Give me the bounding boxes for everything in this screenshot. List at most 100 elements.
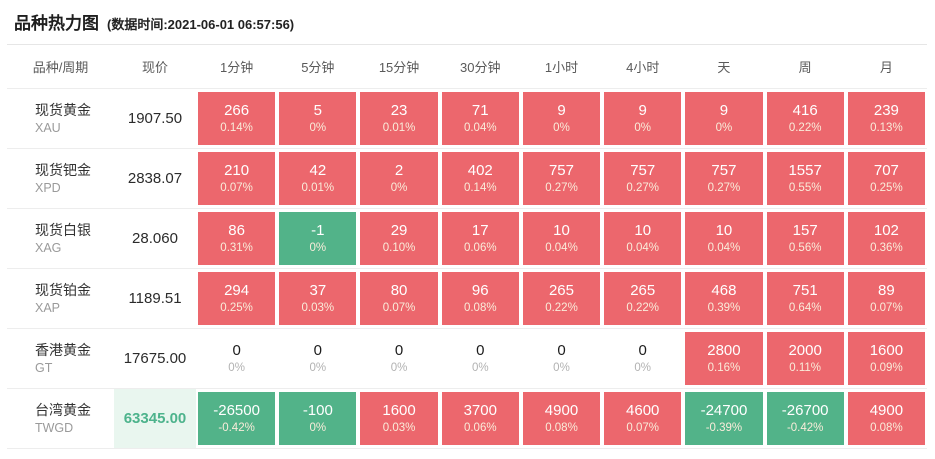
cell-value: 0 [232,341,241,359]
heat-cell-block: 10 0.04% [604,212,682,265]
cell-value: 80 [390,281,408,299]
product-cell[interactable]: 现货钯金 XPD [7,149,114,208]
cell-percent: 0% [715,121,733,134]
product-cell[interactable]: 现货白银 XAG [7,209,114,268]
product-name: 香港黄金 [35,341,91,358]
heat-cell-block: 0 0% [198,332,275,385]
heat-cell-block: 1600 0.03% [360,392,438,445]
cell-value: 751 [792,281,818,299]
heat-cell-block: 23 0.01% [360,92,438,145]
cell-value: 0 [394,341,404,359]
heat-cell: -26700 -0.42% [765,389,846,448]
cell-value: 89 [878,281,895,299]
product-cell[interactable]: 现货铂金 XAP [7,269,114,328]
cell-value: 10 [715,221,733,239]
cell-percent: 0.22% [626,301,660,314]
heat-cell-block: 9 0% [522,92,601,145]
cell-percent: 0.64% [788,301,822,314]
heat-cell: 29 0.10% [358,209,439,268]
heat-cell: 2800 0.16% [683,329,764,388]
cell-value: 757 [711,161,737,179]
cell-value: 757 [630,161,656,179]
heat-cell: 9 0% [602,89,683,148]
page-title: 品种热力图 [14,14,99,33]
heat-cell: 4900 0.08% [846,389,927,448]
cell-value: -26500 [213,401,260,419]
heat-cell: 1557 0.55% [765,149,846,208]
column-header-day: 天 [717,60,731,75]
price-cell: 63345.00 [114,389,196,448]
heat-cell-block: 468 0.39% [685,272,763,325]
cell-percent: 0.03% [382,421,416,434]
cell-value: 102 [873,221,899,239]
heat-cell: 80 0.07% [358,269,439,328]
cell-percent: 0.03% [301,301,335,314]
heat-cell: 265 0.22% [521,269,602,328]
heat-cell: 210 0.07% [196,149,277,208]
heat-cell-block: 2 0% [360,152,438,205]
heat-cell: 23 0.01% [358,89,439,148]
heat-cell-block: 2800 0.16% [685,332,763,385]
heat-cell-block: 757 0.27% [522,152,601,205]
heat-cell-block: 266 0.14% [198,92,276,145]
cell-value: 29 [390,221,408,239]
heat-cell-block: 10 0.04% [685,212,763,265]
heat-cell: 102 0.36% [846,209,927,268]
heat-cell-block: 71 0.04% [441,92,519,145]
cell-percent: 0.27% [545,181,578,194]
heat-cell-block: 402 0.14% [441,152,519,205]
cell-percent: 0.06% [463,421,497,434]
product-code: GT [35,360,53,375]
price-cell: 28.060 [132,230,178,247]
heat-cell-block: 2000 0.11% [766,332,844,385]
product-name: 现货铂金 [35,281,91,298]
cell-percent: 0.07% [626,421,660,434]
heat-cell: 1600 0.09% [846,329,927,388]
heat-cell-block: 9 0% [604,92,682,145]
heat-cell-block: 757 0.27% [685,152,763,205]
cell-percent: 0.36% [870,241,903,254]
product-cell[interactable]: 香港黄金 GT [7,329,114,388]
heat-cell-block: 416 0.22% [766,92,844,145]
heat-cell: 17 0.06% [440,209,521,268]
heat-cell: 86 0.31% [196,209,277,268]
cell-value: 5 [313,101,322,119]
heat-cell-block: -26500 -0.42% [198,392,276,445]
heat-cell: 10 0.04% [683,209,764,268]
table-header-row: 品种/周期 现价 1分钟 5分钟 15分钟 30分钟 1小时 4小时 天 周 月 [7,44,927,89]
product-name: 现货白银 [35,221,91,238]
cell-percent: 0.06% [463,241,497,254]
heat-cell-block: 0 0% [360,332,437,385]
cell-percent: 0.01% [382,121,416,134]
cell-value: 86 [228,221,245,239]
heat-cell-block: 0 0% [442,332,519,385]
cell-percent: 0% [553,121,570,134]
cell-percent: 0% [228,361,245,374]
heat-cell-block: 294 0.25% [198,272,276,325]
cell-percent: 0.55% [788,181,822,194]
cell-value: 0 [313,341,322,359]
column-header-month: 月 [879,60,893,75]
cell-value: 265 [630,281,656,299]
product-code: XAG [35,240,62,255]
cell-percent: 0.14% [220,121,253,134]
heat-cell-block: 17 0.06% [441,212,519,265]
column-header-5min: 5分钟 [301,60,335,75]
cell-value: 468 [711,281,737,299]
heat-cell: 5 0% [277,89,358,148]
cell-value: 707 [873,161,899,179]
heat-cell: 707 0.25% [846,149,927,208]
cell-percent: 0.08% [545,421,578,434]
heat-cell-block: -24700 -0.39% [685,392,763,445]
cell-value: 0 [557,341,566,359]
product-cell[interactable]: 台湾黄金 TWGD [7,389,114,448]
column-header-15min: 15分钟 [378,60,420,75]
cell-value: 4900 [544,401,579,419]
product-cell[interactable]: 现货黄金 XAU [7,89,114,148]
cell-percent: 0.04% [707,241,741,254]
cell-value: 71 [471,101,489,119]
cell-value: 23 [390,101,408,119]
column-header-price: 现价 [141,60,168,75]
cell-value: 265 [548,281,574,299]
cell-value: 37 [309,281,327,299]
